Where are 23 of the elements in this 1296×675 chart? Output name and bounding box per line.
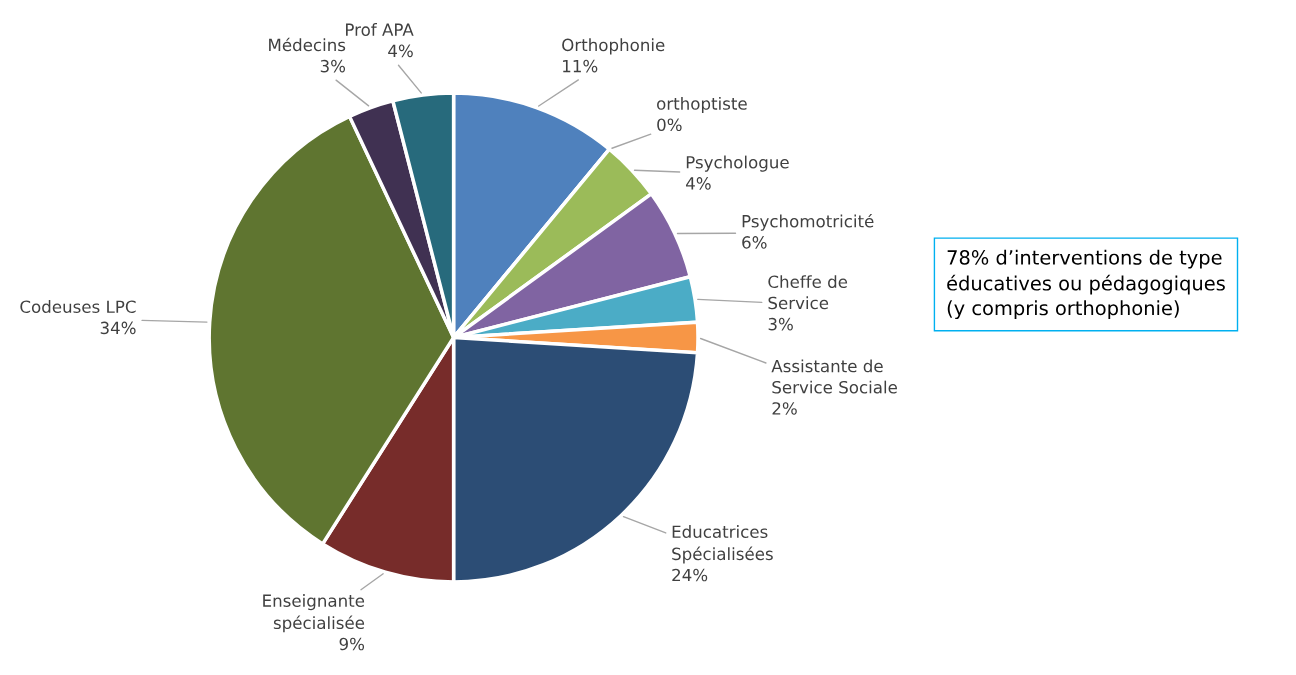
data-label: 6% [742,236,767,249]
data-label: 4% [686,177,711,190]
slice-label: Codeuses LPC [20,300,136,314]
data-label: 11% [563,59,598,73]
data-label: 2% [772,402,797,415]
slice-label: Enseignante spécialisée [263,594,365,633]
slice-label: Médecins [269,37,346,52]
slice-label: Assistante de Service Sociale [771,359,897,394]
data-label: 34% [100,321,136,335]
data-label: 4% [388,44,413,58]
slice-label: Psychologue [686,155,789,172]
slice-label: Psychomotricité [742,213,874,231]
slice-label: Cheffe de Service [768,275,848,310]
text: 0% [657,118,682,132]
slice-label: Prof APA [346,23,414,36]
slice-label: Educatrices Spécialisées [672,525,773,564]
data-label: 3% [768,317,793,331]
text: 78% d’interventions de type éducatives ou pédagogiques (y compris orthophonie) [947,249,1225,320]
data-label: 3% [320,59,346,73]
data-label: 24% [672,568,708,582]
data-label: 9% [339,637,365,651]
category-label: orthoptiste [657,96,747,114]
slice-label: Orthophonie [562,38,665,55]
